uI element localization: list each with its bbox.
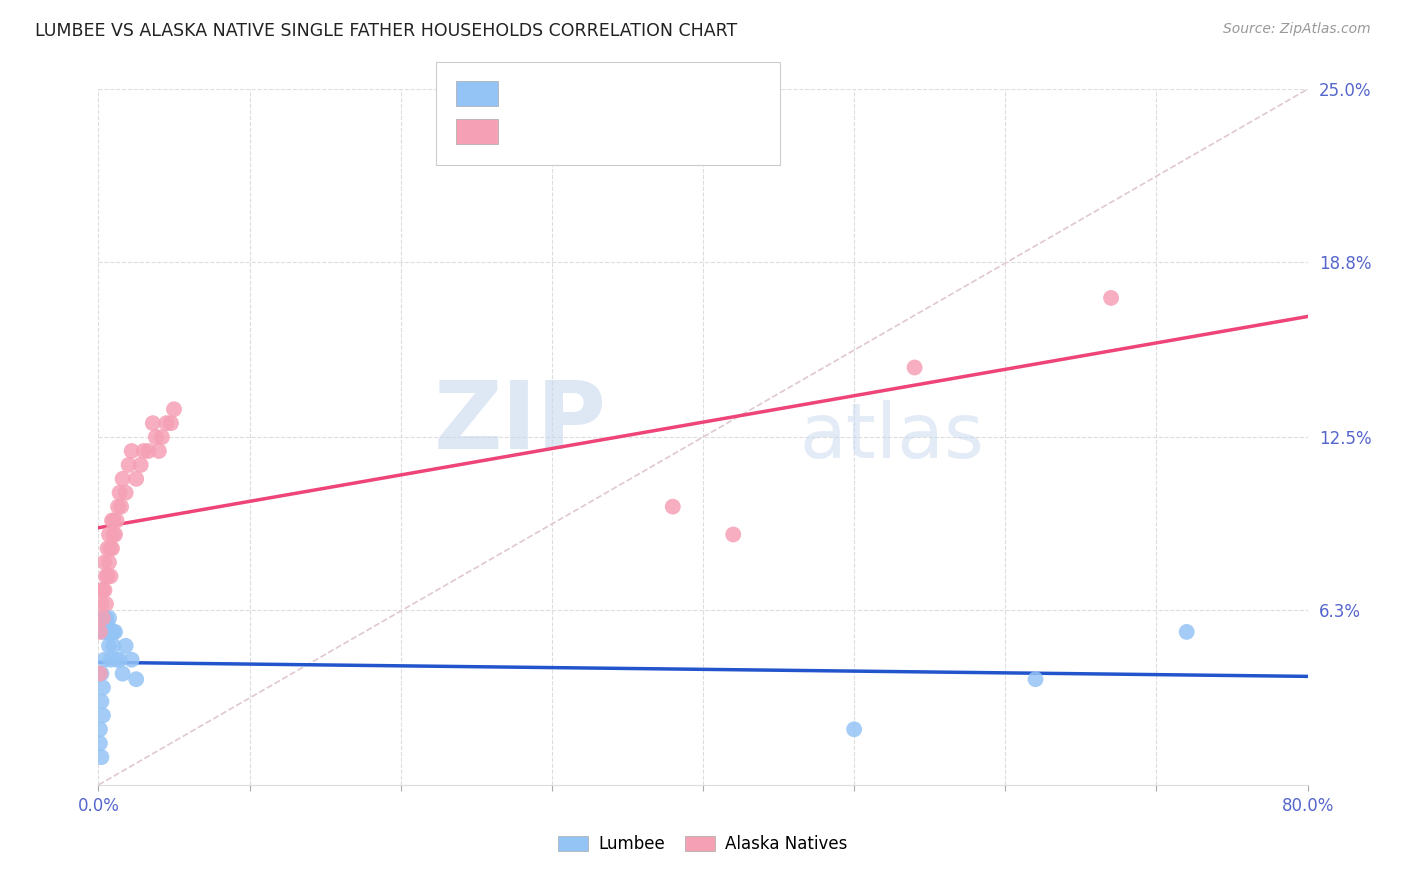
Point [94,569,117,583]
Point [90,694,112,708]
Point [1024,672,1046,686]
Point [104,527,127,541]
Point [1175,624,1198,639]
Point [163,402,186,417]
Point [91,624,114,639]
Point [96,541,118,556]
Point [108,485,131,500]
Point [148,444,170,458]
Point [101,541,124,556]
Point [91,708,114,723]
Point [110,500,132,514]
Point [96,616,118,631]
Point [160,416,183,430]
Point [91,611,114,625]
Point [98,527,121,541]
Point [98,555,121,569]
Point [91,681,114,695]
Text: atlas: atlas [800,401,984,474]
Point [100,653,122,667]
Point [93,611,115,625]
Point [103,514,125,528]
Point [150,430,173,444]
Point [101,514,124,528]
Point [94,624,117,639]
Point [145,430,167,444]
Point [90,597,112,611]
Point [132,444,155,458]
Point [723,527,745,541]
Point [121,653,143,667]
Point [89,624,111,639]
Point [89,723,111,737]
Point [101,624,124,639]
Point [142,416,165,430]
Point [91,583,114,598]
Point [904,360,927,375]
Point [93,583,115,598]
Point [90,750,112,764]
Point [90,666,112,681]
Point [104,624,127,639]
Point [96,569,118,583]
Point [100,541,122,556]
Point [93,653,115,667]
Point [111,666,134,681]
Point [89,736,111,750]
Text: N = 30: N = 30 [647,82,711,100]
Point [105,514,128,528]
Point [844,723,866,737]
Point [90,583,112,598]
Point [96,624,118,639]
Point [105,653,128,667]
Text: N = 44: N = 44 [647,121,711,139]
Point [89,666,111,681]
Legend: Lumbee, Alaska Natives: Lumbee, Alaska Natives [551,829,855,860]
Point [114,639,136,653]
Point [103,639,125,653]
Point [125,672,148,686]
Text: R = 0.496: R = 0.496 [506,121,602,139]
Text: Source: ZipAtlas.com: Source: ZipAtlas.com [1223,22,1371,37]
Point [136,444,159,458]
Point [100,569,122,583]
Text: LUMBEE VS ALASKA NATIVE SINGLE FATHER HOUSEHOLDS CORRELATION CHART: LUMBEE VS ALASKA NATIVE SINGLE FATHER HO… [35,22,737,40]
Point [111,472,134,486]
Text: R = 0.076: R = 0.076 [506,82,602,100]
Point [108,653,131,667]
Point [94,597,117,611]
Point [155,416,177,430]
Point [129,458,152,472]
Point [125,472,148,486]
Point [98,639,121,653]
Point [118,458,141,472]
Point [98,611,121,625]
Point [121,444,143,458]
Point [661,500,683,514]
Point [114,485,136,500]
Point [93,555,115,569]
Point [1099,291,1122,305]
Point [94,611,117,625]
Point [103,527,125,541]
Text: ZIP: ZIP [433,377,606,469]
Point [107,500,129,514]
Point [103,624,125,639]
